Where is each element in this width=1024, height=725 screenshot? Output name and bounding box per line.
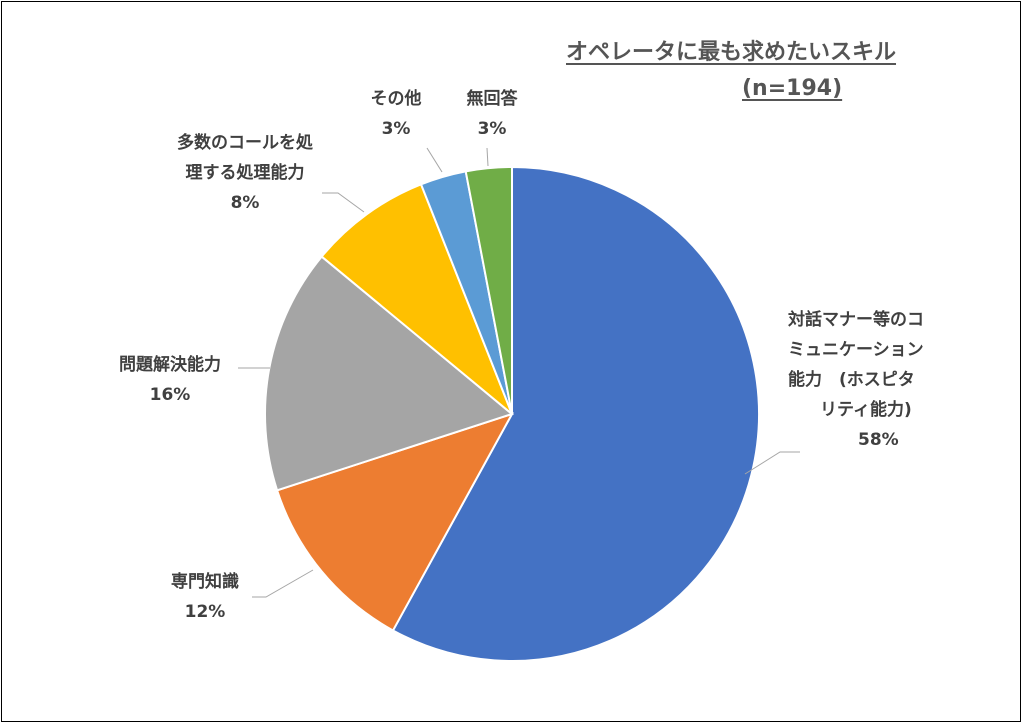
slice-label-call-handling: 多数のコールを処 理する処理能力 8%	[150, 128, 340, 218]
slice-value-label: 16%	[149, 385, 191, 405]
slice-label-line: 無回答	[466, 89, 518, 109]
leader-line-expertise	[252, 569, 314, 598]
slice-label-line: その他	[370, 89, 422, 109]
slice-label-line: 問題解決能力	[119, 355, 221, 375]
pie-slice-communication	[391, 165, 760, 662]
slice-label-line: 理する処理能力	[185, 163, 305, 183]
chart-title: オペレータに最も求めたいスキル	[566, 40, 897, 65]
slice-value-label: 3%	[381, 119, 411, 139]
leader-line-no-answer	[486, 147, 489, 167]
slice-value-label: 8%	[230, 193, 260, 213]
chart-subtitle: (n=194)	[742, 76, 843, 101]
slice-label-communication: 対話マナー等のコ ミュニケーション 能力 (ホスピタ リティ能力) 58%	[788, 305, 924, 455]
slice-label-line: 能力 (ホスピタ	[788, 370, 915, 390]
slice-label-line: ミュニケーション	[788, 340, 924, 360]
slice-label-line: 対話マナー等のコ	[788, 310, 924, 330]
slice-value-label: 12%	[184, 602, 226, 622]
slice-label-problem-solving: 問題解決能力 16%	[98, 350, 242, 410]
pie-slice-expertise	[275, 412, 515, 632]
slice-label-expertise: 専門知識 12%	[160, 567, 250, 627]
leader-line-call-handling	[322, 192, 365, 213]
slice-label-line: リティ能力)	[820, 400, 912, 420]
slice-value-label: 58%	[858, 430, 899, 450]
slice-value-label: 3%	[477, 119, 507, 139]
leader-line-communication	[744, 451, 800, 475]
slice-label-line: 専門知識	[171, 572, 239, 592]
slice-label-other: その他 3%	[356, 84, 436, 144]
pie-slice-call-handling	[320, 183, 513, 415]
slice-label-line: 多数のコールを処	[177, 133, 313, 153]
slice-label-no-answer: 無回答 3%	[452, 84, 532, 144]
leader-line-other	[426, 147, 443, 173]
pie-slice-no-answer	[464, 165, 513, 415]
